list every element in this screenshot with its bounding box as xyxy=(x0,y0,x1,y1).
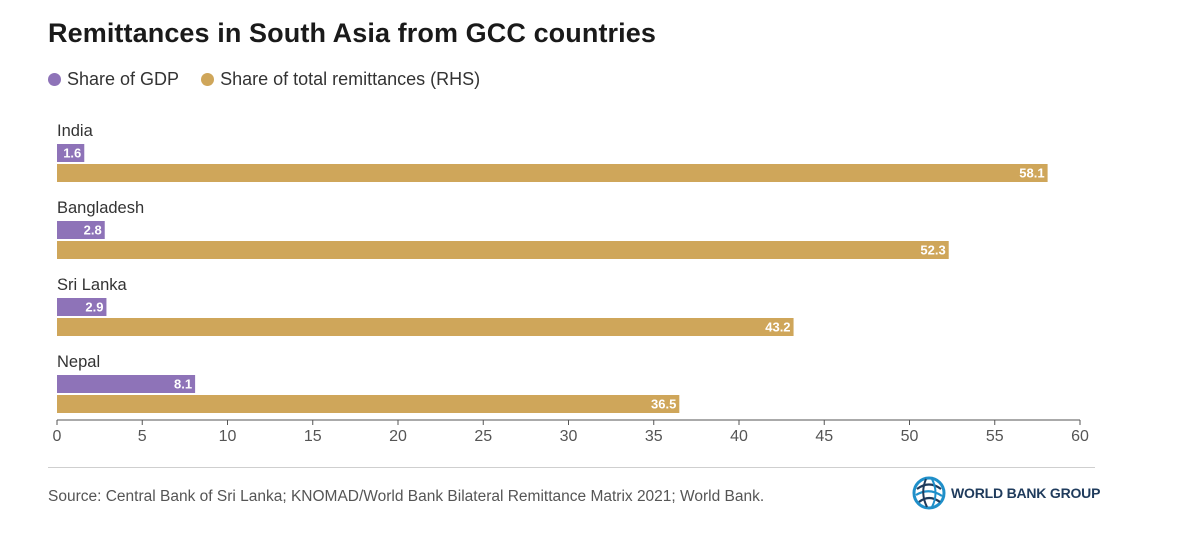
bar-nepal-gdp xyxy=(57,375,196,393)
category-label-sri-lanka: Sri Lanka xyxy=(57,276,128,294)
bar-sri-lanka-gdp xyxy=(57,298,107,316)
x-tick-label-50: 50 xyxy=(901,428,919,445)
x-tick-label-15: 15 xyxy=(304,428,322,445)
x-tick-label-10: 10 xyxy=(219,428,237,445)
x-tick-label-5: 5 xyxy=(138,428,147,445)
category-label-bangladesh: Bangladesh xyxy=(57,199,144,217)
legend-label-share-of-remittances: Share of total remittances (RHS) xyxy=(220,69,481,89)
bar-india-gdp xyxy=(57,144,85,162)
bar-nepal-remittances xyxy=(57,395,680,413)
x-tick-label-35: 35 xyxy=(645,428,663,445)
data-label-sri-lanka-remittances: 43.2 xyxy=(765,320,790,335)
x-tick-label-30: 30 xyxy=(560,428,578,445)
x-tick-label-40: 40 xyxy=(730,428,748,445)
bar-india-remittances xyxy=(57,164,1048,182)
category-label-nepal: Nepal xyxy=(57,353,100,371)
bar-bangladesh-gdp xyxy=(57,221,105,239)
x-tick-label-25: 25 xyxy=(474,428,492,445)
bar-bangladesh-remittances xyxy=(57,241,949,259)
legend: Share of GDP Share of total remittances … xyxy=(48,69,502,90)
data-label-india-remittances: 58.1 xyxy=(1019,166,1044,181)
data-label-nepal-gdp: 8.1 xyxy=(174,377,192,392)
data-label-india-gdp: 1.6 xyxy=(63,146,81,161)
x-tick-label-60: 60 xyxy=(1071,428,1089,445)
x-tick-label-55: 55 xyxy=(986,428,1004,445)
source-note: Source: Central Bank of Sri Lanka; KNOMA… xyxy=(48,488,765,505)
legend-item-share-of-gdp: Share of GDP xyxy=(48,69,179,90)
data-label-bangladesh-remittances: 52.3 xyxy=(920,243,945,258)
legend-swatch-share-of-gdp xyxy=(48,73,61,86)
category-label-india: India xyxy=(57,122,94,140)
chart-title: Remittances in South Asia from GCC count… xyxy=(48,18,656,48)
footer-divider xyxy=(48,467,1095,468)
x-tick-label-0: 0 xyxy=(53,428,62,445)
legend-swatch-share-of-remittances xyxy=(201,73,215,86)
data-label-nepal-remittances: 36.5 xyxy=(651,397,676,412)
data-label-sri-lanka-gdp: 2.9 xyxy=(85,300,103,315)
legend-item-share-of-remittances: Share of total remittances (RHS) xyxy=(201,69,480,90)
world-bank-logo-text: WORLD BANK GROUP xyxy=(951,485,1101,501)
legend-label-share-of-gdp: Share of GDP xyxy=(67,69,180,89)
data-label-bangladesh-gdp: 2.8 xyxy=(84,223,102,238)
world-bank-logo: WORLD BANK GROUP xyxy=(912,476,1100,510)
bar-sri-lanka-remittances xyxy=(57,318,794,336)
world-bank-globe-icon xyxy=(912,476,946,510)
x-tick-label-20: 20 xyxy=(389,428,407,445)
x-tick-label-45: 45 xyxy=(815,428,833,445)
